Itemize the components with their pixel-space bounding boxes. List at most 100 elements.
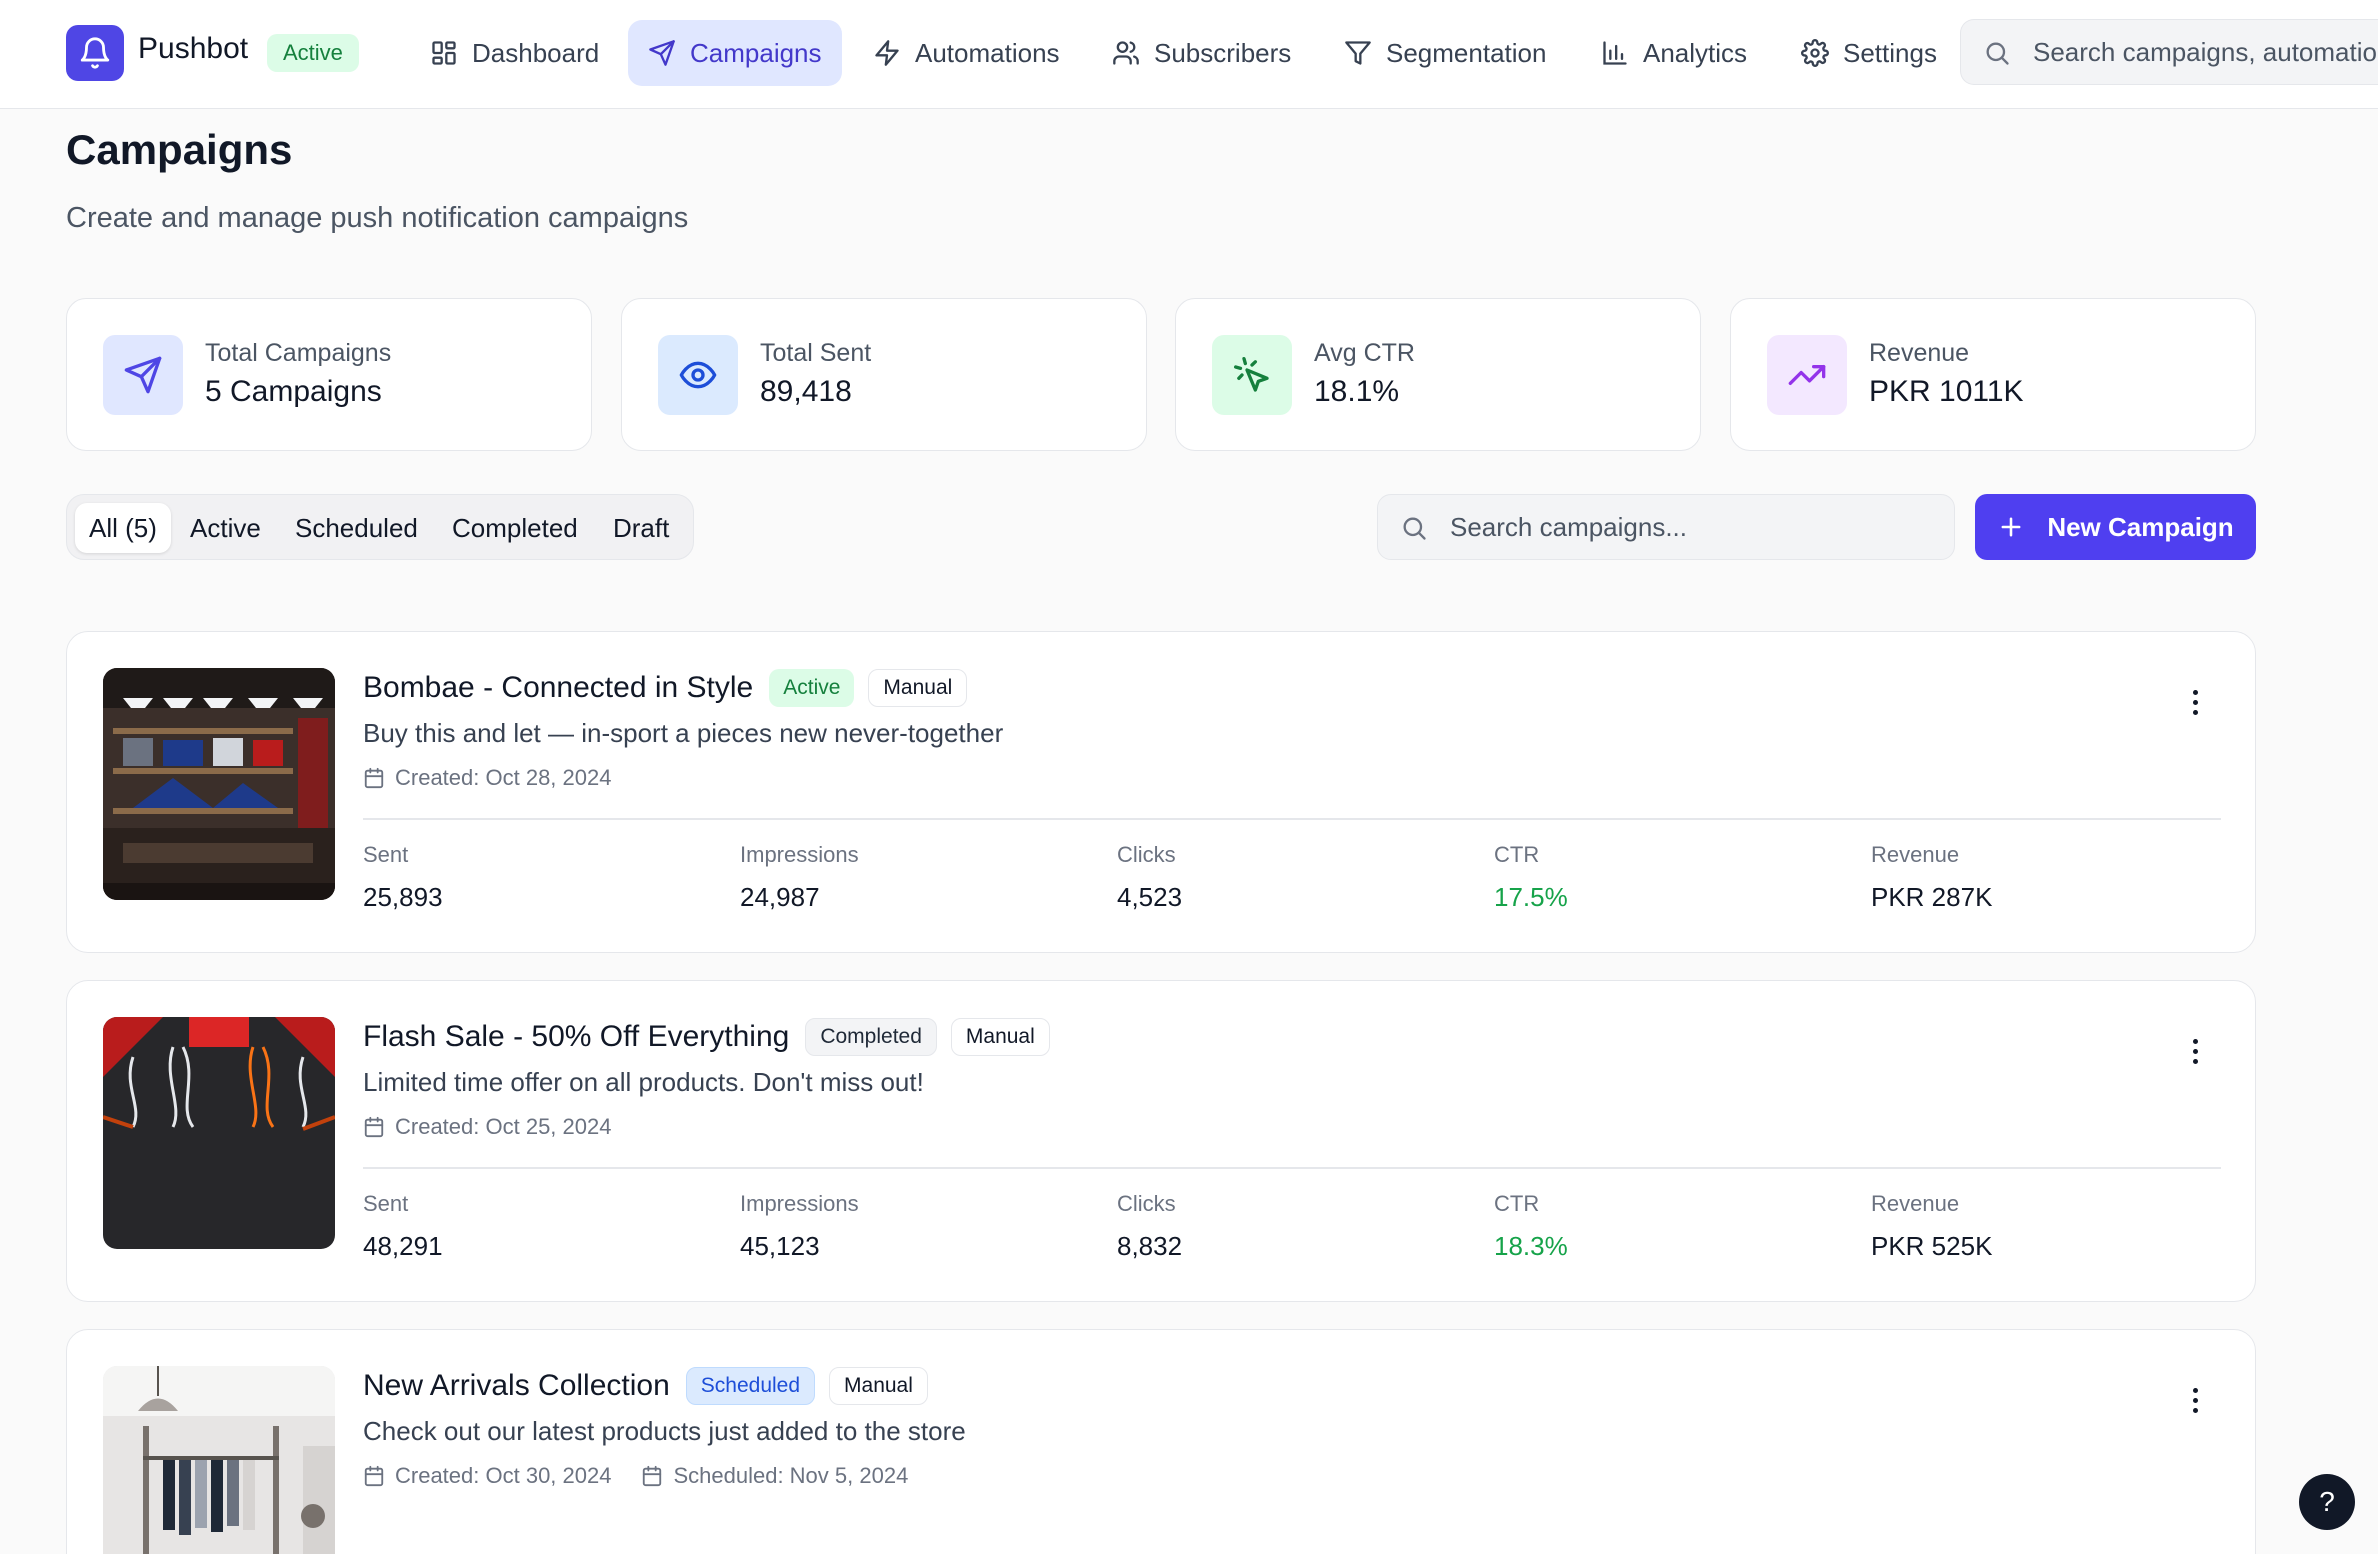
nav-item-segmentation[interactable]: Segmentation <box>1324 20 1566 86</box>
stat-value: 4,523 <box>1117 882 1183 912</box>
calendar-icon <box>643 1465 662 1487</box>
campaign-card[interactable]: Bombae - Connected in Style Active Manua… <box>66 631 2256 953</box>
calendar-icon <box>364 1465 384 1487</box>
brand-status-badge: Active <box>267 34 359 72</box>
created-date: Created: Oct 25, 2024 <box>363 1114 611 1140</box>
stat-revenue: Revenue PKR 525K <box>1871 1191 1992 1262</box>
campaign-description: Buy this and let — in-sport a pieces new… <box>363 718 1004 748</box>
stat-sent: Sent 48,291 <box>363 1191 443 1262</box>
stat-value: PKR 287K <box>1871 882 1993 912</box>
tab-completed[interactable]: Completed <box>452 512 578 543</box>
stat-card-avg-ctr: Avg CTR 18.1% <box>1175 298 1701 451</box>
stat-revenue: Revenue PKR 287K <box>1871 842 1992 913</box>
campaign-meta: Created: Oct 28, 2024 <box>363 765 611 791</box>
help-button[interactable]: ? <box>2299 1474 2355 1530</box>
bar-chart-icon <box>1603 41 1627 65</box>
nav-label: Campaigns <box>690 37 822 68</box>
stat-value: 5 Campaigns <box>205 375 382 408</box>
new-campaign-button[interactable]: New Campaign <box>1975 494 2256 560</box>
created-date: Created: Oct 28, 2024 <box>363 765 611 791</box>
send-icon <box>649 40 675 66</box>
tab-active[interactable]: Active <box>190 512 261 543</box>
campaign-title[interactable]: Flash Sale - 50% Off Everything <box>363 1020 790 1053</box>
status-filter-tabs: All (5) Active Scheduled Completed Draft <box>66 494 694 560</box>
nav-label: Dashboard <box>472 37 600 68</box>
campaign-search[interactable] <box>1377 494 1955 560</box>
bell-icon[interactable] <box>66 25 124 81</box>
stat-label: Total Sent <box>760 339 872 367</box>
nav-item-campaigns[interactable]: Campaigns <box>628 20 842 86</box>
created-date-text: Created: Oct 28, 2024 <box>395 765 612 790</box>
nav-item-dashboard[interactable]: Dashboard <box>410 20 619 86</box>
campaign-thumbnail <box>103 1366 335 1554</box>
campaign-title[interactable]: Bombae - Connected in Style <box>363 671 754 704</box>
stat-value: PKR 1011K <box>1869 375 2024 408</box>
created-date-text: Created: Oct 25, 2024 <box>395 1114 612 1139</box>
nav-item-automations[interactable]: Automations <box>853 20 1080 86</box>
campaign-card[interactable]: Flash Sale - 50% Off Everything Complete… <box>66 980 2256 1302</box>
stat-value: 18.3% <box>1494 1231 1568 1261</box>
campaign-title[interactable]: New Arrivals Collection <box>363 1369 670 1402</box>
stat-value: 18.1% <box>1314 375 1400 408</box>
type-badge: Manual <box>950 1018 1050 1056</box>
scheduled-date: Scheduled: Nov 5, 2024 <box>641 1463 908 1489</box>
stat-label: Impressions <box>740 842 859 867</box>
divider <box>363 1167 2221 1169</box>
stat-card-revenue: Revenue PKR 1011K <box>1730 298 2256 451</box>
stat-value: 45,123 <box>740 1231 820 1261</box>
nav-label: Automations <box>915 37 1060 68</box>
eye-icon <box>658 335 738 415</box>
campaign-meta: Created: Oct 25, 2024 <box>363 1114 611 1140</box>
global-search-input[interactable] <box>2033 20 2378 84</box>
campaign-description: Check out our latest products just added… <box>363 1416 966 1446</box>
search-icon <box>1986 42 2009 65</box>
global-search[interactable] <box>1960 19 2378 85</box>
type-badge: Manual <box>868 669 968 707</box>
calendar-icon <box>364 1116 384 1138</box>
brand-name[interactable]: Pushbot <box>138 32 249 65</box>
stat-label: Avg CTR <box>1314 339 1415 367</box>
trending-up-icon <box>1767 335 1847 415</box>
send-icon <box>103 335 183 415</box>
nav-label: Segmentation <box>1386 37 1547 68</box>
stat-impressions: Impressions 24,987 <box>740 842 859 913</box>
tab-all[interactable]: All (5) <box>75 503 171 553</box>
new-campaign-label: New Campaign <box>2047 511 2234 542</box>
stat-clicks: Clicks 8,832 <box>1117 1191 1182 1262</box>
stat-label: Clicks <box>1117 1191 1176 1216</box>
stat-value: 25,893 <box>363 882 443 912</box>
stat-card-total-sent: Total Sent 89,418 <box>621 298 1147 451</box>
plus-icon <box>2001 517 2021 537</box>
more-options-icon[interactable] <box>2185 1031 2205 1071</box>
filter-icon <box>1345 41 1371 65</box>
search-icon <box>1403 517 1426 540</box>
stat-label: Revenue <box>1871 842 1960 867</box>
status-badge: Completed <box>805 1018 937 1056</box>
nav-label: Settings <box>1843 37 1937 68</box>
stat-label: CTR <box>1494 1191 1540 1216</box>
top-navigation-bar: Pushbot Active Dashboard Campaigns Autom… <box>0 0 2378 109</box>
scheduled-date-text: Scheduled: Nov 5, 2024 <box>673 1463 909 1488</box>
tab-draft[interactable]: Draft <box>613 512 670 543</box>
stat-label: Total Campaigns <box>205 339 392 367</box>
zap-icon <box>875 40 899 66</box>
campaign-thumbnail <box>103 668 335 900</box>
nav-item-settings[interactable]: Settings <box>1781 20 1957 86</box>
stat-impressions: Impressions 45,123 <box>740 1191 859 1262</box>
stat-value: 17.5% <box>1494 882 1568 912</box>
more-options-icon[interactable] <box>2185 1380 2205 1420</box>
stat-label: CTR <box>1494 842 1540 867</box>
tab-scheduled[interactable]: Scheduled <box>295 512 418 543</box>
nav-item-analytics[interactable]: Analytics <box>1581 20 1767 86</box>
stat-value: 24,987 <box>740 882 820 912</box>
campaign-description: Limited time offer on all products. Don'… <box>363 1067 924 1097</box>
more-options-icon[interactable] <box>2185 682 2205 722</box>
pointer-click-icon <box>1212 335 1292 415</box>
campaign-search-input[interactable] <box>1450 495 1940 559</box>
page-subtitle: Create and manage push notification camp… <box>66 202 689 234</box>
status-badge: Scheduled <box>685 1367 816 1405</box>
campaign-card[interactable]: New Arrivals Collection Scheduled Manual… <box>66 1329 2256 1554</box>
nav-item-subscribers[interactable]: Subscribers <box>1092 20 1311 86</box>
stat-label: Impressions <box>740 1191 859 1216</box>
stat-value: 48,291 <box>363 1231 443 1261</box>
